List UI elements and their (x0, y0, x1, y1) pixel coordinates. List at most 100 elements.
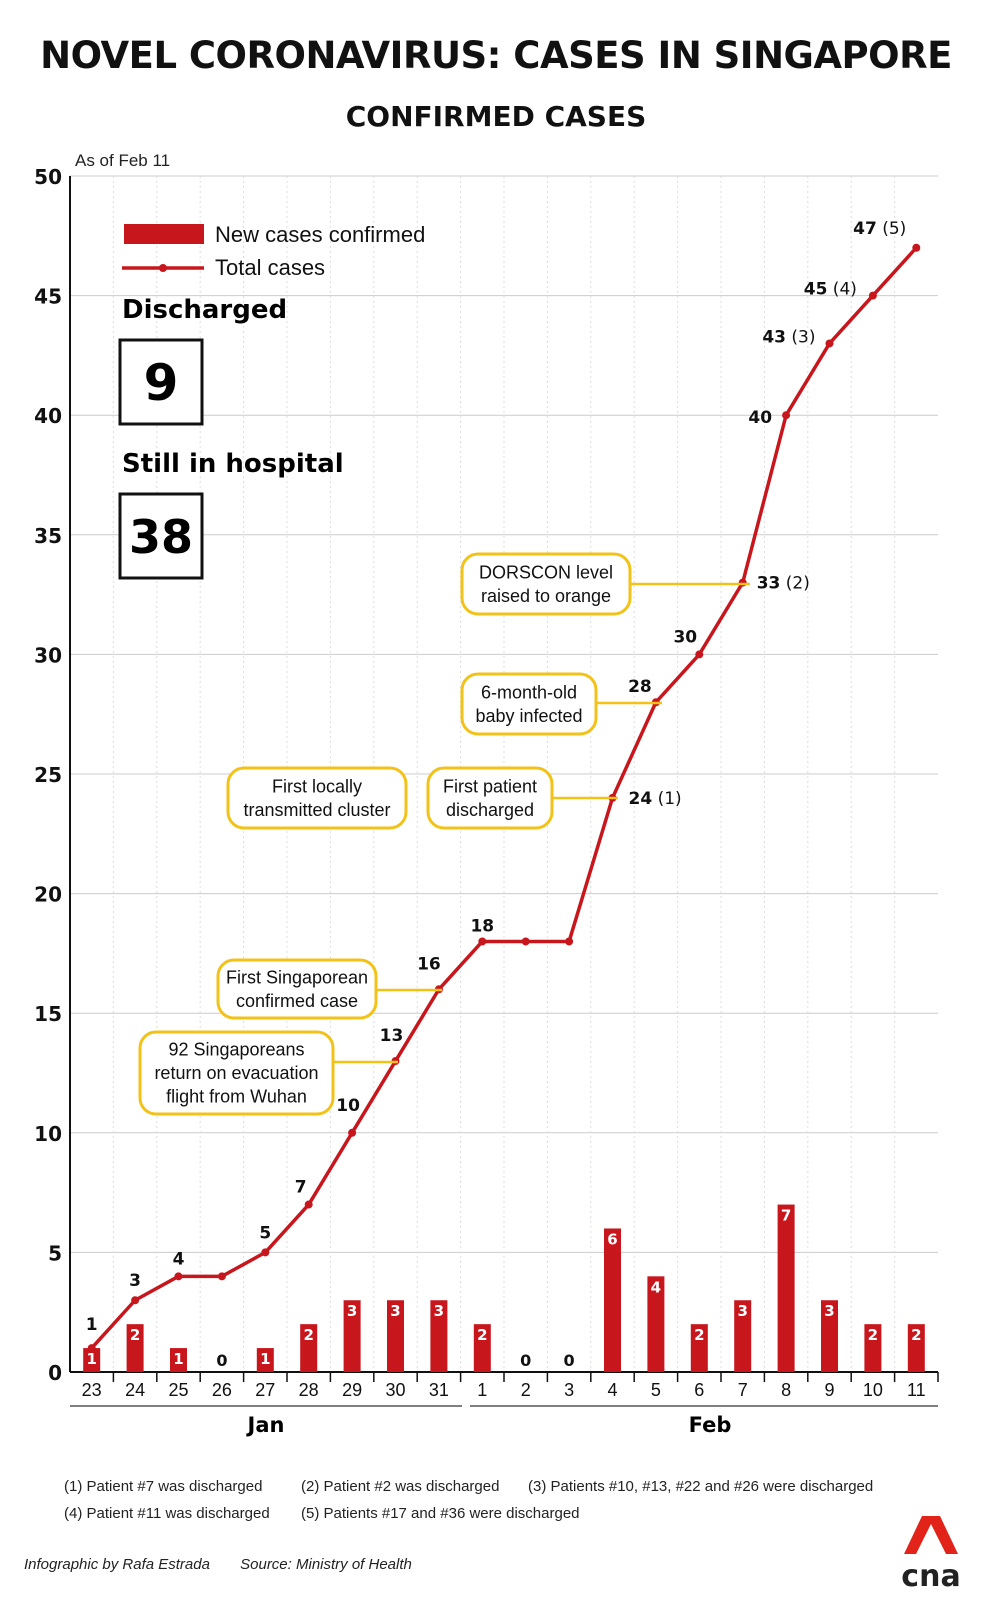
bar-value-label: 2 (477, 1326, 487, 1344)
bar-value-label: 1 (173, 1350, 183, 1368)
new-cases-bar (734, 1300, 752, 1372)
total-cases-label: 30 (673, 627, 697, 647)
new-cases-bar (690, 1324, 708, 1372)
total-cases-label: 10 (336, 1096, 360, 1116)
annotation-text: DORSCON level (479, 562, 613, 582)
new-cases-bar (907, 1324, 925, 1372)
total-cases-label: 3 (129, 1271, 141, 1291)
bar-value-label: 0 (216, 1351, 227, 1370)
discharged-value: 9 (144, 354, 179, 412)
annotation-text: baby infected (475, 706, 582, 726)
y-tick-label: 45 (34, 285, 62, 309)
total-cases-label: 45 (4) (804, 280, 857, 300)
bar-value-label: 1 (260, 1350, 270, 1368)
footnotes: (1) Patient #7 was discharged (2) Patien… (64, 1478, 944, 1532)
total-cases-point (825, 339, 834, 348)
cna-logo: cna (901, 1516, 961, 1592)
bar-value-label: 3 (434, 1302, 444, 1320)
y-tick-label: 35 (34, 524, 62, 548)
bar-value-label: 2 (911, 1326, 921, 1344)
total-cases-point (304, 1200, 313, 1209)
footnote-2: (2) Patient #2 was discharged (301, 1478, 500, 1495)
total-cases-point (695, 650, 704, 659)
x-tick-label: 3 (564, 1380, 574, 1400)
x-tick-label: 23 (82, 1380, 102, 1400)
new-cases-bar (821, 1300, 838, 1372)
total-cases-point (478, 937, 487, 946)
total-cases-label: 24 (1) (629, 789, 682, 809)
new-cases-bar (83, 1348, 101, 1372)
total-cases-label: 4 (173, 1249, 185, 1269)
annotation-text: First patient (443, 776, 537, 796)
total-cases-label: 28 (628, 677, 652, 697)
discharge-note-ref: (1) (652, 789, 681, 809)
total-cases-label: 40 (748, 408, 772, 428)
hospital-value: 38 (129, 510, 193, 564)
new-cases-bar (777, 1204, 795, 1372)
x-tick-label: 27 (255, 1380, 275, 1400)
infographic-credit: Infographic by Rafa Estrada (24, 1556, 210, 1573)
annotation-text: flight from Wuhan (166, 1087, 307, 1107)
x-tick-label: 10 (863, 1380, 883, 1400)
bar-value-label: 2 (868, 1326, 878, 1344)
new-cases-bar (256, 1348, 274, 1372)
discharge-note-ref: (3) (786, 327, 815, 347)
annotation-text: 92 Singaporeans (168, 1040, 304, 1060)
annotation-text: First locally (272, 776, 362, 796)
bar-value-label: 3 (347, 1302, 357, 1320)
annotation-box (460, 552, 632, 616)
discharged-box (118, 338, 204, 426)
bar-value-label: 2 (303, 1326, 313, 1344)
annotation-box (226, 766, 408, 830)
total-cases-point (261, 1248, 270, 1257)
annotation-text: discharged (446, 800, 534, 820)
total-cases-point (174, 1272, 183, 1281)
credits: Infographic by Rafa Estrada Source: Mini… (24, 1556, 438, 1573)
annotation-box (426, 766, 554, 830)
new-cases-bar (387, 1300, 404, 1372)
bar-value-label: 2 (694, 1326, 704, 1344)
new-cases-bar (864, 1324, 882, 1372)
x-tick-label: 9 (824, 1380, 834, 1400)
total-cases-label: 33 (2) (757, 574, 810, 594)
month-label-jan: Jan (246, 1413, 285, 1437)
bar-value-label: 3 (390, 1302, 400, 1320)
cna-logo-text: cna (901, 1559, 960, 1592)
y-tick-label: 15 (34, 1002, 62, 1026)
total-cases-point (912, 243, 921, 252)
chart-subtitle: CONFIRMED CASES (345, 100, 647, 133)
x-tick-label: 11 (907, 1380, 926, 1400)
x-tick-label: 31 (429, 1380, 449, 1400)
annotation-text: First Singaporean (226, 967, 368, 987)
total-cases-point (565, 937, 574, 946)
total-cases-label: 16 (417, 954, 441, 974)
x-tick-label: 28 (299, 1380, 319, 1400)
hospital-box (118, 492, 204, 580)
legend-bar-swatch (124, 224, 204, 244)
legend-line-label: Total cases (215, 255, 325, 280)
total-cases-line (90, 246, 918, 1350)
bar-value-label: 3 (737, 1302, 747, 1320)
x-tick-label: 6 (694, 1380, 704, 1400)
x-tick-label: 24 (125, 1380, 145, 1400)
x-tick-label: 30 (385, 1380, 405, 1400)
x-tick-label: 4 (607, 1380, 617, 1400)
hospital-label: Still in hospital (122, 449, 344, 479)
x-tick-label: 5 (651, 1380, 661, 1400)
total-cases-label: 7 (295, 1178, 307, 1198)
bar-value-label: 3 (824, 1302, 834, 1320)
annotation-box (138, 1030, 335, 1116)
new-cases-bar (300, 1324, 318, 1372)
bar-value-label: 7 (781, 1207, 791, 1225)
new-cases-bar (647, 1276, 665, 1372)
y-tick-label: 0 (48, 1361, 62, 1385)
y-tick-label: 50 (34, 165, 62, 189)
total-cases-label: 47 (5) (853, 219, 906, 239)
x-tick-label: 1 (477, 1380, 487, 1400)
new-cases-bar (473, 1324, 491, 1372)
footnote-4: (4) Patient #11 was discharged (64, 1505, 270, 1522)
total-cases-label: 1 (86, 1315, 98, 1335)
page-title: NOVEL CORONAVIRUS: CASES IN SINGAPORE (40, 34, 952, 77)
month-label-feb: Feb (689, 1413, 732, 1437)
discharge-note-ref: (2) (780, 574, 809, 594)
